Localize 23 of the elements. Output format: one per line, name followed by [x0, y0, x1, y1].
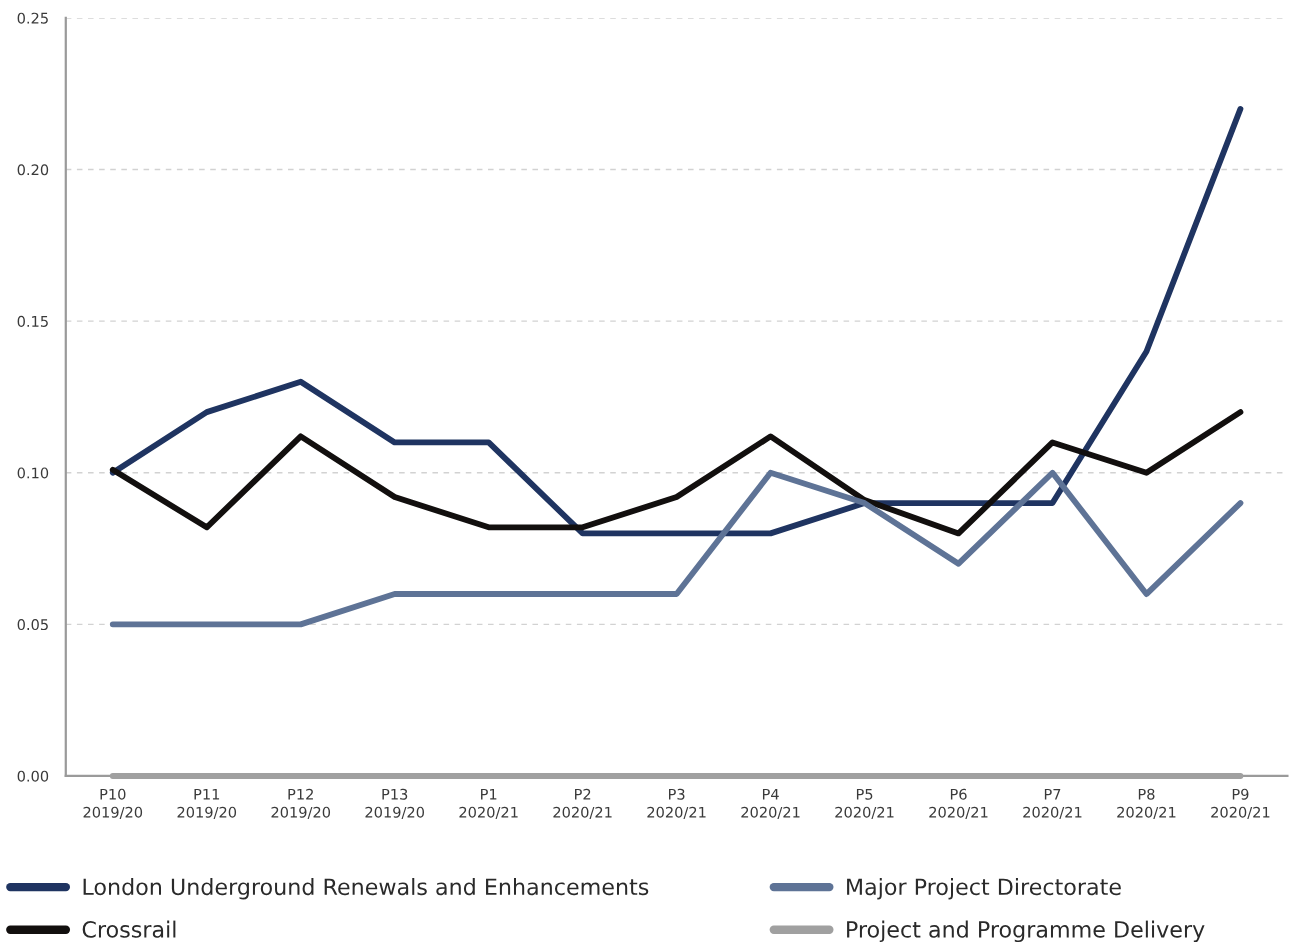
y-tick-label: 0.20	[17, 164, 49, 176]
legend-label: Major Project Directorate	[847, 877, 1121, 900]
legend-label: London Underground Renewals and Enhancements	[83, 877, 649, 900]
x-tick-label: P3 2020/21	[647, 788, 706, 819]
legend-label: Crossrail	[82, 920, 176, 938]
y-tick-label: 0.25	[17, 12, 48, 24]
x-tick-label: P7 2020/21	[1023, 788, 1082, 819]
x-tick-label: P5 2020/21	[835, 788, 894, 819]
x-tick-label: P9 2020/21	[1211, 788, 1270, 819]
x-tick-label: P1 2020/21	[459, 788, 518, 819]
x-tick-label: P10 2019/20	[83, 788, 143, 819]
legend-label: Project and Programme Delivery	[847, 920, 1205, 943]
x-tick-label: P13 2019/20	[365, 788, 425, 819]
y-tick-label: 0.05	[17, 619, 48, 631]
x-tick-label: P12 2019/20	[271, 788, 331, 819]
y-tick-label: 0.00	[17, 770, 49, 782]
x-tick-label: P8 2020/21	[1117, 788, 1176, 819]
y-tick-label: 0.10	[17, 467, 49, 479]
x-tick-label: P2 2020/21	[553, 788, 612, 819]
x-tick-label: P6 2020/21	[929, 788, 988, 819]
y-tick-label: 0.15	[17, 315, 48, 327]
x-tick-label: P4 2020/21	[741, 788, 800, 819]
x-tick-label: P11 2019/20	[177, 788, 237, 819]
